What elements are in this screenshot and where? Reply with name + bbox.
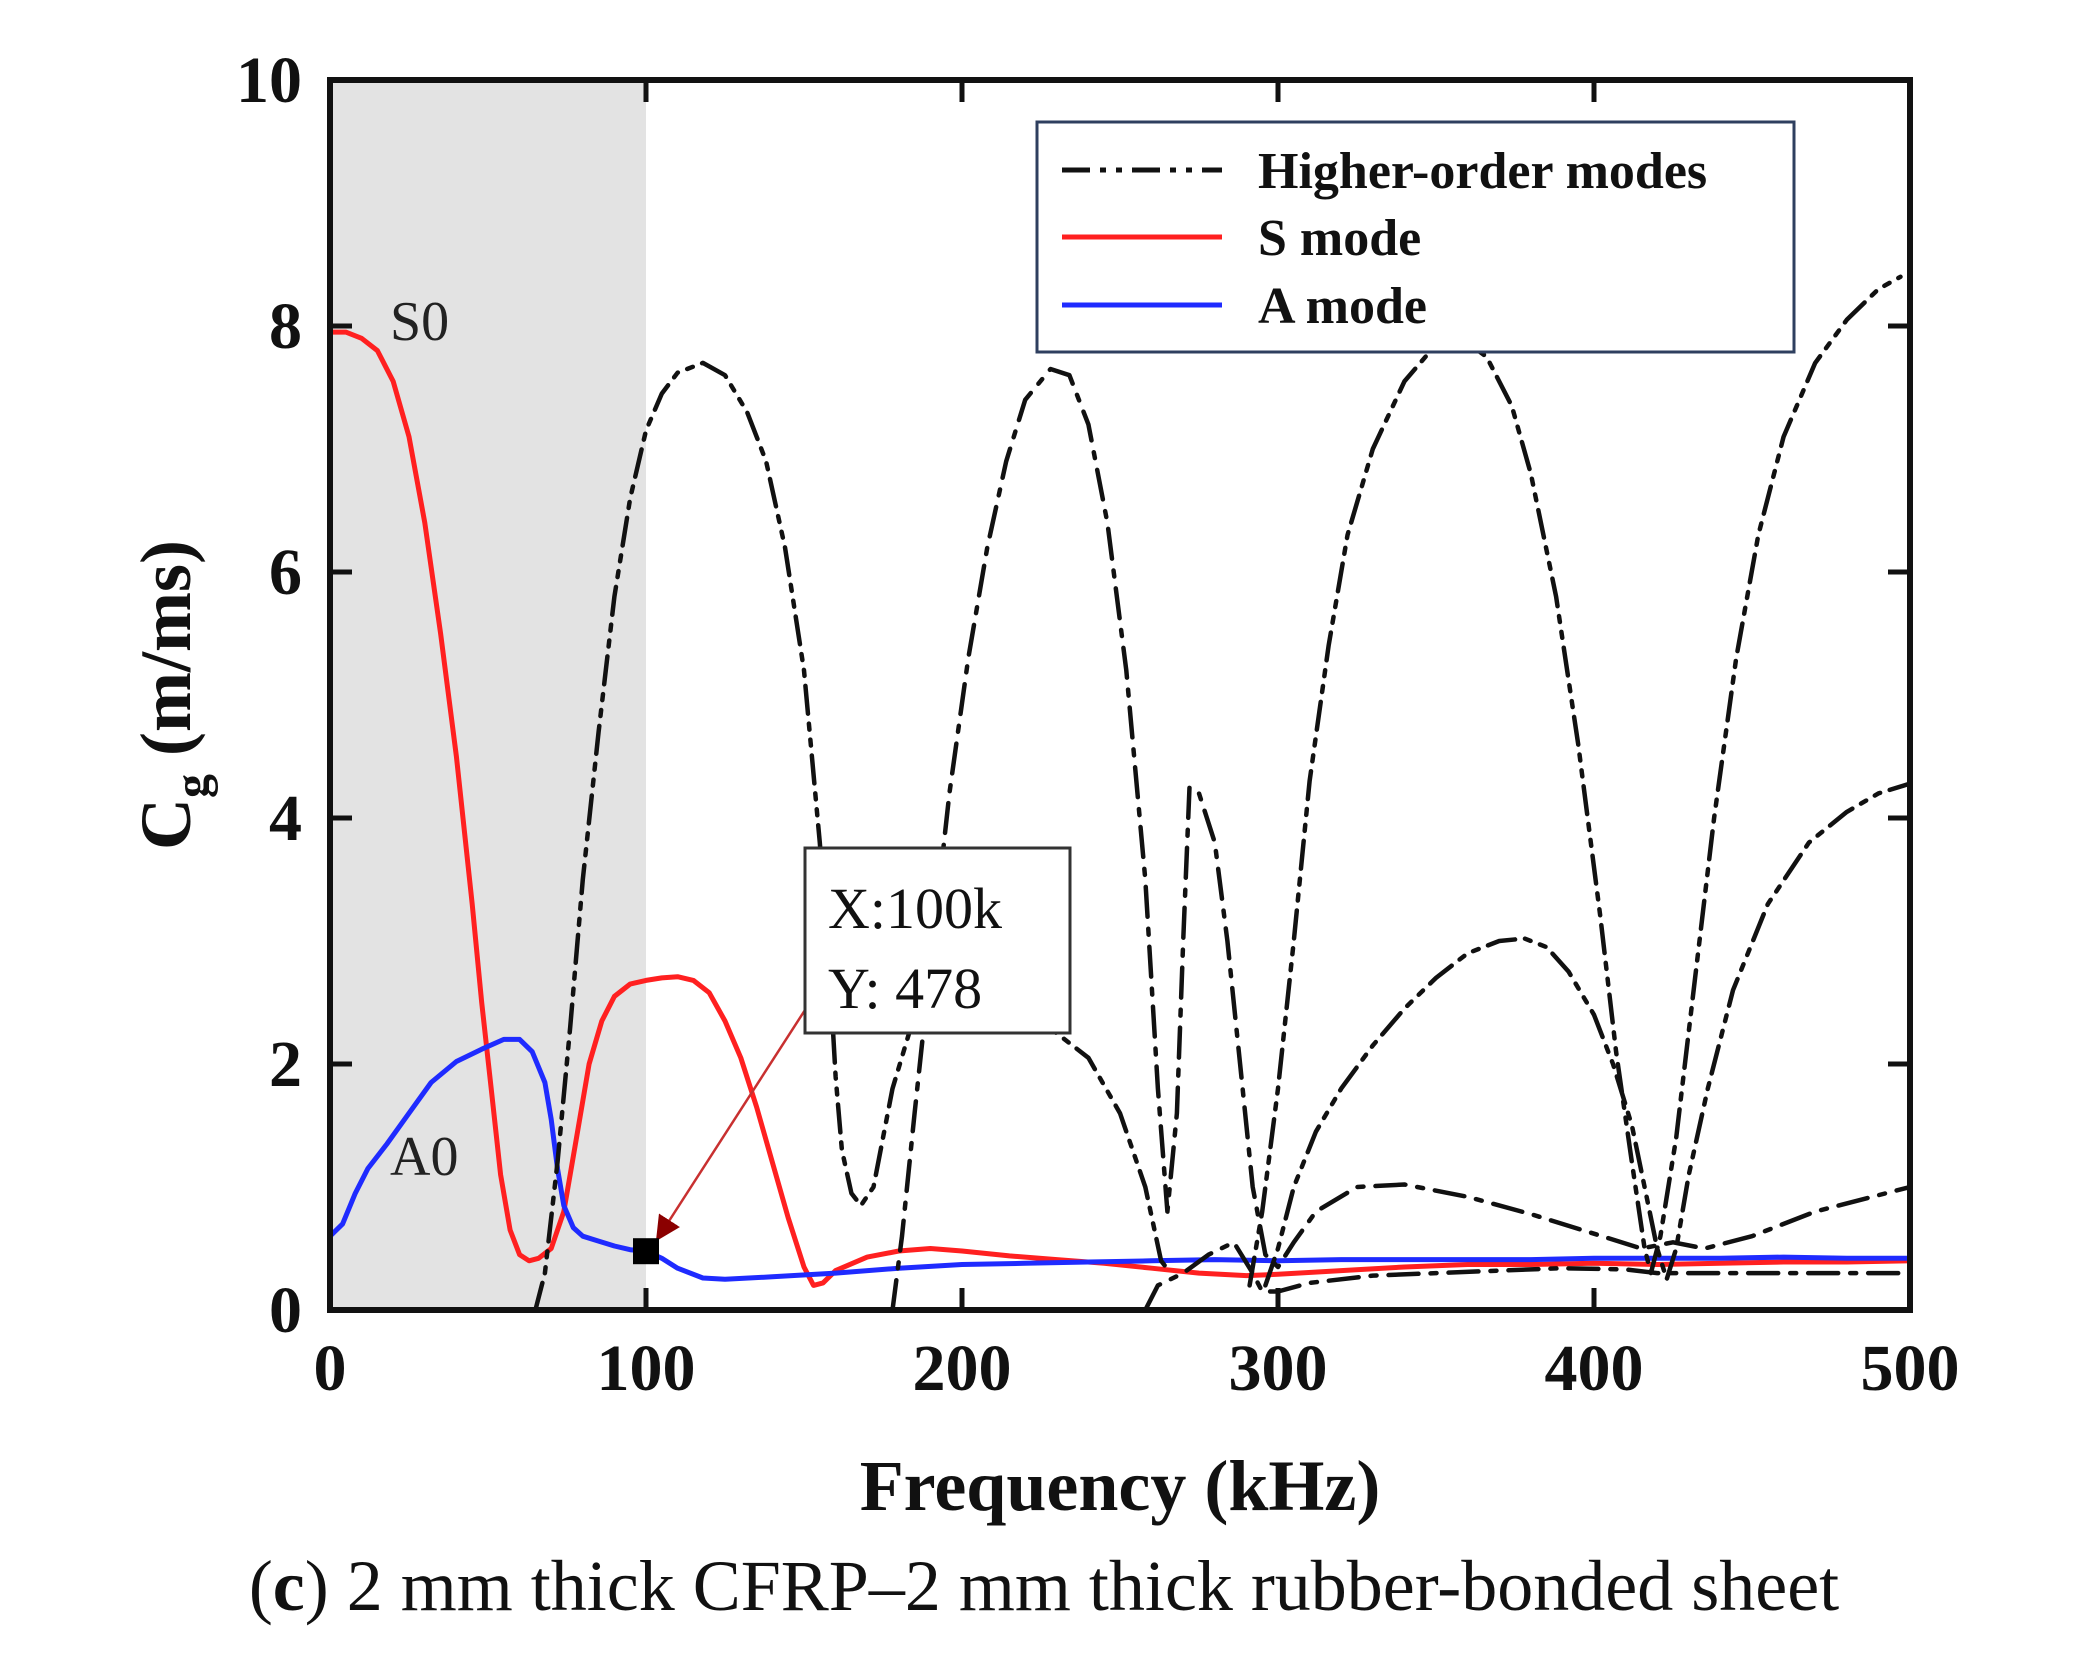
y-axis-title: Cg (m/ms) (126, 540, 219, 850)
a0-label: A0 (390, 1126, 458, 1188)
tick-labels: 0 100 200 300 400 500 0 2 4 6 8 10 (236, 44, 1960, 1405)
data-point-marker (633, 1238, 659, 1265)
y-tick-label-6: 6 (269, 536, 302, 609)
y-axis-title-subscript: g (166, 774, 219, 798)
series-higher-order-mode-3 (1143, 1240, 1910, 1310)
annotation-box (803, 846, 1072, 1035)
plot-frame (327, 77, 1913, 1313)
annotation-callout: X:100k Y: 478 (655, 846, 1072, 1242)
annotation-arrow (655, 1009, 807, 1242)
y-tick-label-4: 4 (269, 782, 302, 855)
x-tick-label-200: 200 (913, 1332, 1012, 1405)
series-s-mode (330, 329, 1910, 1288)
annotation-y-value: Y: 478 (828, 956, 982, 1021)
series-a-mode (330, 1036, 1910, 1282)
x-axis-title: Frequency (kHz) (860, 1446, 1381, 1526)
y-tick-label-0: 0 (269, 1274, 302, 1347)
caption-open-paren: ( (248, 1546, 273, 1626)
y-tick-label-10: 10 (236, 44, 302, 117)
annotation-x-value: X:100k (828, 876, 1002, 941)
caption-text: ) 2 mm thick CFRP–2 mm thick rubber-bond… (304, 1546, 1840, 1626)
x-tick-label-0: 0 (314, 1332, 347, 1405)
figure-caption: (c) 2 mm thick CFRP–2 mm thick rubber-bo… (0, 1545, 2088, 1628)
legend-label-a-mode: A mode (1258, 278, 1427, 335)
shaded-frequency-region (330, 80, 646, 1310)
series-higher-order-mode-2 (890, 366, 1910, 1310)
y-tick-label-2: 2 (269, 1028, 302, 1101)
series-higher-order-mode-5 (1247, 274, 1903, 1288)
legend-label-s-mode: S mode (1258, 210, 1421, 267)
legend: Higher-order modes S mode A mode (1035, 120, 1796, 354)
x-tick-label-300: 300 (1229, 1332, 1328, 1405)
x-tick-label-100: 100 (597, 1332, 696, 1405)
x-tick-label-500: 500 (1861, 1332, 1960, 1405)
y-axis-title-main: C (126, 798, 206, 850)
series-higher-order-mode-4 (1263, 781, 1910, 1288)
caption-panel-letter: c (272, 1546, 305, 1626)
y-axis-title-unit: (m/ms) (126, 540, 206, 774)
s0-label: S0 (390, 291, 449, 353)
legend-label-higher-order: Higher-order modes (1258, 143, 1707, 200)
x-tick-label-400: 400 (1545, 1332, 1644, 1405)
y-tick-label-8: 8 (269, 290, 302, 363)
